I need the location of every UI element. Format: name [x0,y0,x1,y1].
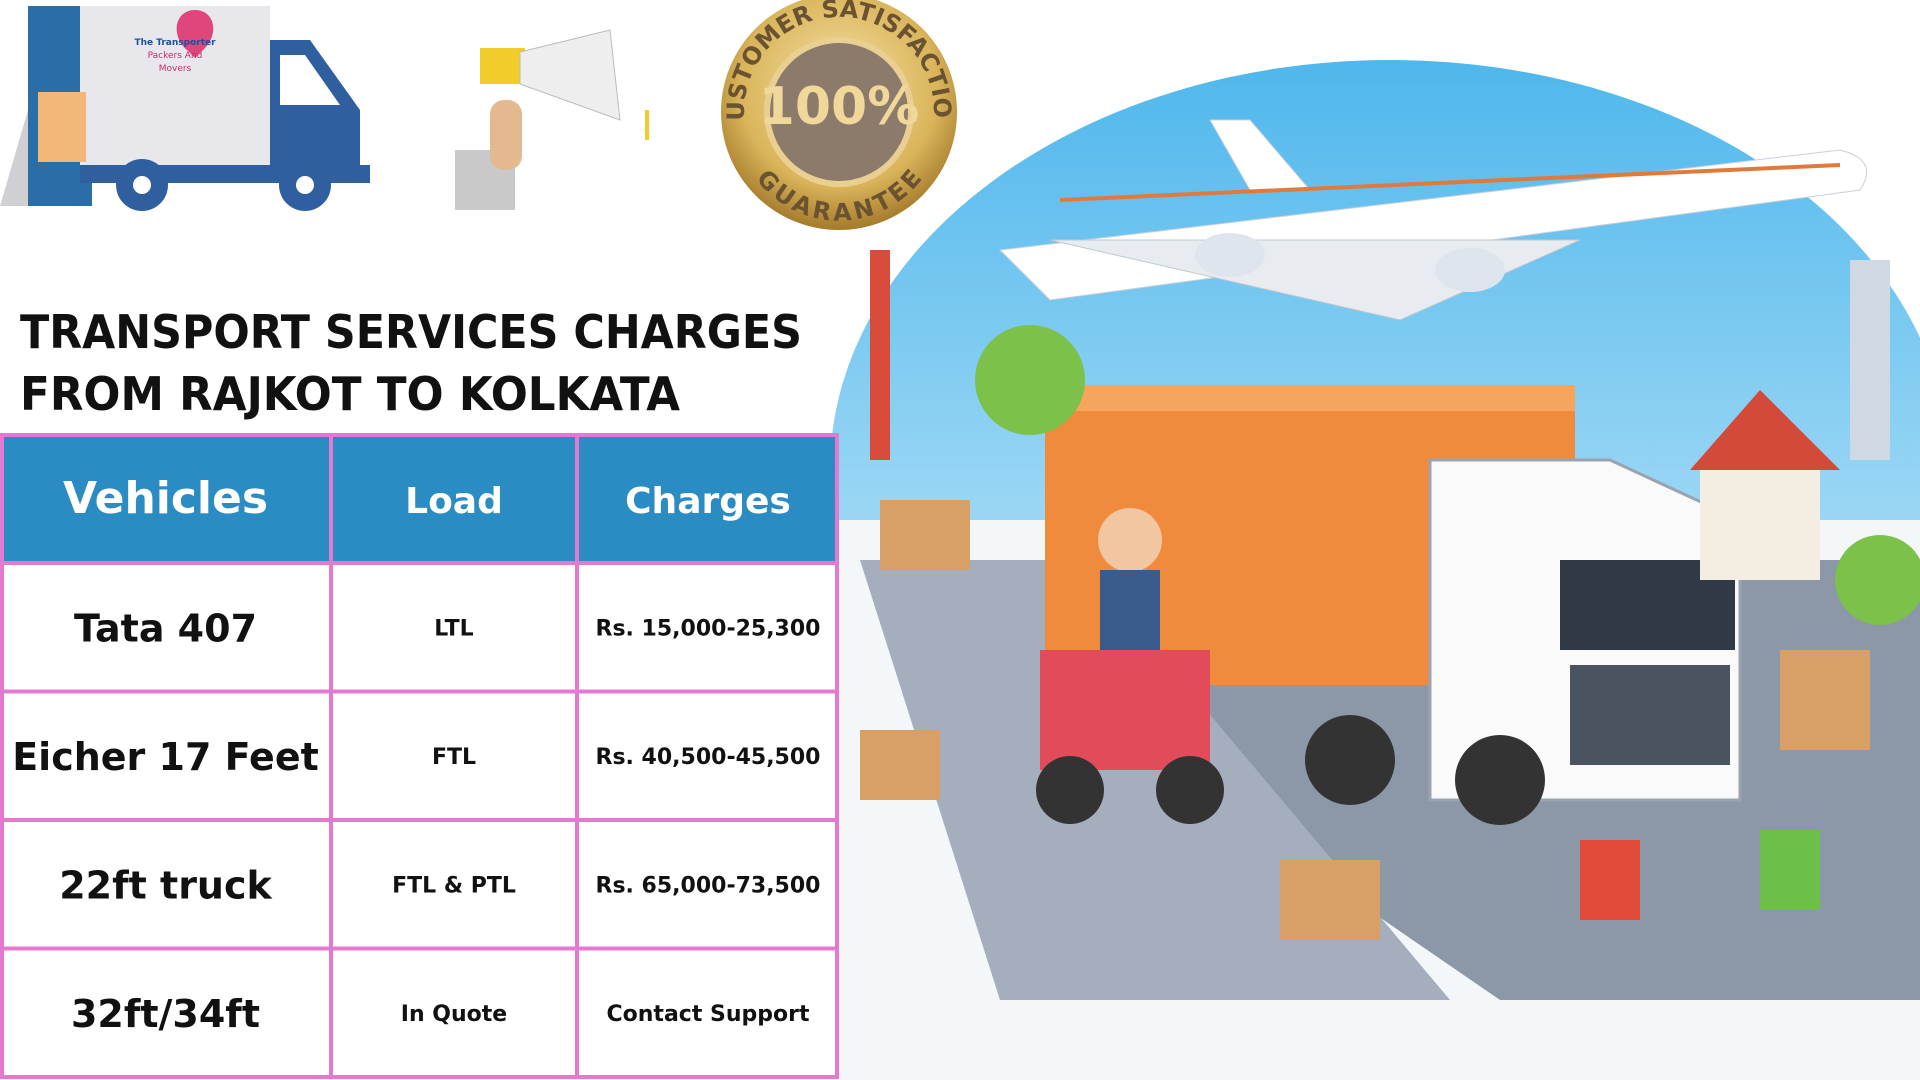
truck-illustration: The Transporter Packers And Movers [0,6,370,211]
table-cell: Eicher 17 Feet [12,735,319,779]
table-cell: FTL [432,745,476,770]
megaphone [455,29,649,210]
logistics-illustration [830,60,1920,1080]
logo-line: Packers And [148,51,203,61]
logo-line: The Transporter [134,38,216,48]
table-header-cell: Load [405,481,503,522]
table-cell: LTL [434,616,473,641]
table-cell: FTL & PTL [392,873,516,898]
title-line: FROM RAJKOT TO KOLKATA [20,367,680,421]
table-cell: Rs. 15,000-25,300 [596,616,821,641]
table-cell: 32ft/34ft [71,992,260,1036]
table-cell: Rs. 40,500-45,500 [596,745,821,770]
table-cell: Tata 407 [74,606,257,650]
table-header-bg [0,435,839,563]
table-border [0,433,839,1079]
table-cell: Contact Support [607,1002,810,1027]
charges-table: Vehicles Load Charges Tata 407 LTL Rs. 15,000… [0,433,839,1079]
title-line: TRANSPORT SERVICES CHARGES [20,305,802,359]
table-cell: Rs. 65,000-73,500 [596,873,821,898]
table-header-cell: Vehicles [63,473,268,524]
table-cell: 22ft truck [59,863,272,907]
logo-line: Movers [159,64,192,74]
badge-center: 100% [759,77,920,137]
table-header-cell: Charges [625,481,791,522]
table-cell: In Quote [401,1002,507,1027]
